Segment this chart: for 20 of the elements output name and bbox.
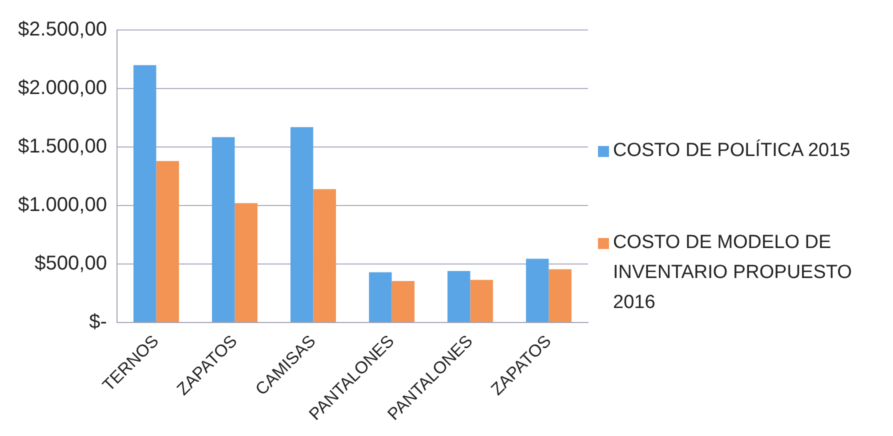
bar — [447, 271, 470, 322]
legend-label: COSTO DE MODELO DE INVENTARIO PROPUESTO 2016 — [613, 231, 853, 315]
y-tick-label: $1.500,00 — [18, 136, 107, 158]
bar — [133, 65, 156, 322]
bar — [156, 161, 179, 322]
y-tick-label: $1.000,00 — [18, 194, 107, 216]
y-tick-label: $2.500,00 — [18, 18, 107, 41]
bar — [290, 127, 314, 322]
y-tick-label: $500,00 — [34, 252, 107, 275]
bar — [470, 280, 494, 322]
bar — [392, 280, 415, 322]
bar — [526, 258, 549, 322]
bar — [313, 189, 336, 322]
bar — [234, 203, 258, 322]
legend-label: COSTO DE POLÍTICA 2015 — [613, 138, 850, 163]
y-tick-label: $- — [89, 311, 107, 334]
bar — [548, 269, 572, 322]
bar — [368, 272, 392, 322]
bar — [212, 137, 235, 322]
y-tick-label: $2.000,00 — [18, 77, 107, 100]
